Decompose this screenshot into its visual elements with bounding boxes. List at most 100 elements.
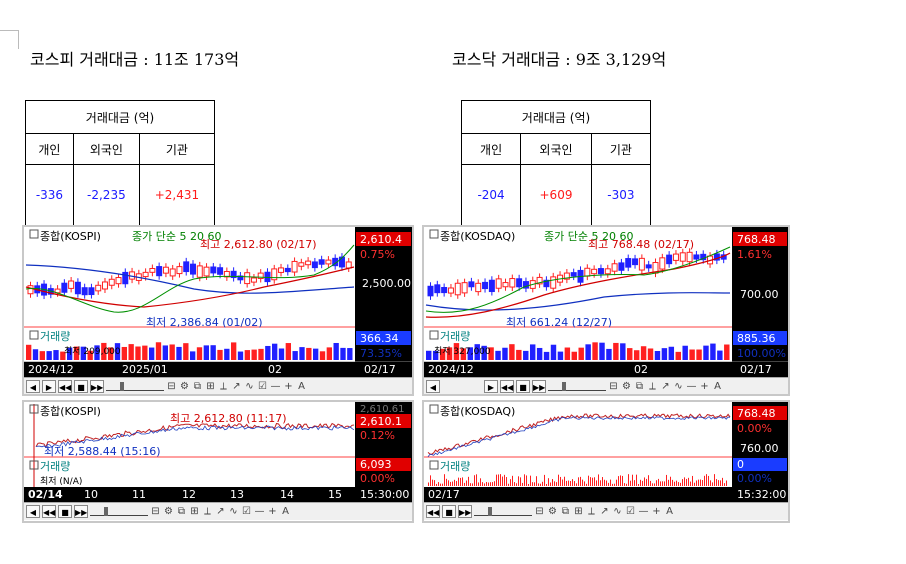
scroll-right-button[interactable]: ▶ [42,380,56,393]
candle [115,277,122,285]
rewind-button[interactable]: ◀◀ [58,380,72,393]
forward-button[interactable]: ▶▶ [74,505,88,518]
copy-icon[interactable]: ⧉ [177,506,186,517]
kosdaq-intraday-chart[interactable]: 종합(KOSDAQ) 768.48 0.00% 760.00 거래량 0 0.0… [424,402,788,502]
zoom-out-icon[interactable]: — [638,506,649,517]
copy-icon[interactable]: ⧉ [635,381,644,392]
volume-bar [604,479,605,486]
layout-icon[interactable]: ⊟ [151,506,160,517]
layout-icon[interactable]: ⊟ [535,506,544,517]
grid-icon[interactable]: ⊞ [574,506,583,517]
volume-bar [516,483,517,486]
rewind-button[interactable]: ◀◀ [42,505,56,518]
scroll-left-button[interactable]: ◀ [26,505,40,518]
volume-bar [231,342,237,360]
crosshair-icon[interactable]: ⟂ [220,381,227,392]
zoom-slider[interactable] [90,507,148,516]
line-tool-icon[interactable]: ↗ [216,506,225,517]
kospi-daily-chart-panel[interactable]: 종합(KOSPI) 종가 단순 5 20 60 최고 2,612.80 (02/… [22,225,414,396]
volume-bar [600,480,601,486]
stop-button[interactable]: ■ [516,380,530,393]
volume-bar [285,343,291,360]
crosshair-icon[interactable]: ⟂ [649,381,656,392]
settings-icon[interactable]: ⚙ [180,381,189,392]
candle [210,266,217,274]
scroll-left-button[interactable]: ◀ [26,380,40,393]
grid-icon[interactable]: ⊞ [206,381,215,392]
crosshair-icon[interactable]: ⟂ [588,506,595,517]
volume-bar [698,479,699,486]
kosdaq-daily-chart[interactable]: 종합(KOSDAQ) 종가 단순 5 20 60 최고 768.48 (02/1… [424,227,788,377]
stop-button[interactable]: ■ [74,380,88,393]
candle [482,281,489,290]
candle [625,258,632,268]
line-tool-icon[interactable]: ↗ [232,381,241,392]
auto-scale-icon[interactable]: A [282,506,289,517]
grid-icon[interactable]: ⊞ [190,506,199,517]
crosshair-icon[interactable]: ⟂ [204,506,211,517]
forward-button[interactable]: ▶▶ [458,505,472,518]
scroll-left-button[interactable]: ◀ [426,380,440,393]
zoom-out-icon[interactable]: — [254,506,265,517]
layout-icon[interactable]: ⊟ [609,381,618,392]
zoom-slider[interactable] [548,382,606,391]
rewind-button[interactable]: ◀◀ [500,380,514,393]
kospi-intraday-chart-panel[interactable]: 종합(KOSPI) 최고 2,612.80 (11:17) 최저 2,588.4… [22,400,414,523]
forward-button[interactable]: ▶▶ [532,380,546,393]
candle [223,270,230,278]
zoom-in-icon[interactable]: + [652,506,661,517]
volume-bar [488,482,489,486]
check-icon[interactable]: ☑ [258,381,267,392]
zoom-in-icon[interactable]: + [268,506,277,517]
candle [516,278,523,288]
wave-tool-icon[interactable]: ∿ [674,381,683,392]
zoom-out-icon[interactable]: — [686,381,697,392]
time-tick: 14 [280,488,294,501]
volume-bar [462,477,463,486]
volume-bar [326,347,332,360]
scroll-right-button[interactable]: ▶ [484,380,498,393]
stop-button[interactable]: ■ [58,505,72,518]
low-label: 최저 661.24 (12/27) [506,316,612,329]
zoom-slider[interactable] [474,507,532,516]
kospi-daily-chart[interactable]: 종합(KOSPI) 종가 단순 5 20 60 최고 2,612.80 (02/… [24,227,412,377]
check-icon[interactable]: ☑ [626,506,635,517]
kosdaq-intraday-chart-panel[interactable]: 종합(KOSDAQ) 768.48 0.00% 760.00 거래량 0 0.0… [422,400,790,523]
date-tick-1: 02/17 [428,488,460,501]
layout-icon[interactable]: ⊟ [167,381,176,392]
kosdaq-daily-chart-panel[interactable]: 종합(KOSDAQ) 종가 단순 5 20 60 최고 768.48 (02/1… [422,225,790,396]
candle [632,258,639,266]
settings-icon[interactable]: ⚙ [164,506,173,517]
volume-bar [620,343,626,360]
check-icon[interactable]: ☑ [242,506,251,517]
wave-tool-icon[interactable]: ∿ [613,506,622,517]
rewind-button[interactable]: ◀◀ [426,505,440,518]
stop-button[interactable]: ■ [442,505,456,518]
zoom-in-icon[interactable]: + [284,381,293,392]
settings-icon[interactable]: ⚙ [622,381,631,392]
copy-icon[interactable]: ⧉ [561,506,570,517]
auto-scale-icon[interactable]: A [714,381,721,392]
volume-bar [608,482,609,486]
volume-bar [169,344,175,360]
forward-button[interactable]: ▶▶ [90,380,104,393]
zoom-slider[interactable] [106,382,164,391]
line-tool-icon[interactable]: ↗ [600,506,609,517]
wave-tool-icon[interactable]: ∿ [245,381,254,392]
kospi-intraday-chart[interactable]: 종합(KOSPI) 최고 2,612.80 (11:17) 최저 2,588.4… [24,402,412,502]
price-axis-tick: 700.00 [740,288,779,301]
line-tool-icon[interactable]: ↗ [661,381,670,392]
zoom-out-icon[interactable]: — [270,381,281,392]
intraday-price-line-low [427,415,731,458]
wave-tool-icon[interactable]: ∿ [229,506,238,517]
header-individual: 개인 [460,133,522,165]
price-top-label: 2,610.61 [360,404,405,415]
volume-bar [703,345,709,360]
settings-icon[interactable]: ⚙ [548,506,557,517]
copy-icon[interactable]: ⧉ [193,381,202,392]
auto-scale-icon[interactable]: A [666,506,673,517]
auto-scale-icon[interactable]: A [298,381,305,392]
volume-bar [428,482,429,486]
volume-bar [668,479,669,486]
zoom-in-icon[interactable]: + [700,381,709,392]
